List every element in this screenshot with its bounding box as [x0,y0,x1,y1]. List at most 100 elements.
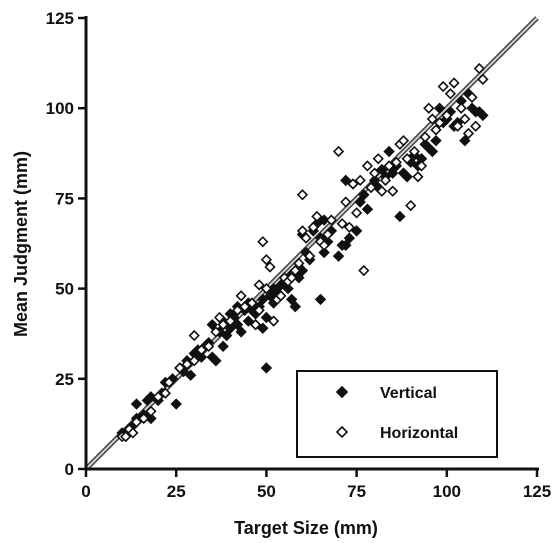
horizontal-point [235,290,247,302]
horizontal-point [379,174,392,186]
horizontal-point [231,304,244,316]
vertical-point [350,225,363,237]
y-axis-title: Mean Judgment (mm) [11,151,31,337]
horizontal-point [473,62,485,75]
vertical-point [130,398,143,410]
y-tick-label: 0 [65,460,74,479]
horizontal-point [127,427,139,439]
horizontal-point [322,228,334,241]
horizontal-point [358,264,370,277]
y-tick-label: 25 [55,370,74,389]
vertical-point [195,351,208,363]
horizontal-point [246,297,258,309]
vertical-point [394,210,406,223]
horizontal-point [387,185,399,197]
vertical-point [340,239,352,252]
horizontal-point [203,340,215,352]
horizontal-point [188,355,200,367]
vertical-point [459,134,471,147]
vertical-point [170,398,182,410]
vertical-point [242,315,255,327]
vertical-point [354,196,366,208]
horizontal-point [217,319,229,331]
horizontal-point [376,185,388,197]
horizontal-point [174,362,186,374]
vertical-point [358,189,370,201]
horizontal-point [307,221,319,233]
vertical-point [401,171,413,183]
vertical-point [257,293,269,306]
horizontal-point [426,113,438,125]
vertical-point [221,329,233,342]
horizontal-point [369,167,381,179]
horizontal-point [296,225,309,237]
horizontal-point [361,160,374,172]
vertical-point [224,322,237,334]
horizontal-point [264,261,276,273]
vertical-point [318,246,330,259]
horizontal-point [415,160,428,172]
legend-marker-horizontal [335,425,349,439]
horizontal-point [130,416,143,428]
vertical-point [426,145,439,158]
horizontal-point [300,232,312,244]
horizontal-point [304,250,316,262]
horizontal-point [159,387,172,399]
horizontal-point [181,358,193,370]
legend-marker-vertical [335,385,349,399]
horizontal-point [477,73,489,85]
horizontal-point [267,315,280,327]
horizontal-point [405,199,417,212]
vertical-point [386,167,399,179]
horizontal-point [372,153,384,165]
horizontal-point [390,156,402,168]
y-tick-label: 125 [46,9,74,28]
horizontal-point [138,412,150,425]
vertical-point [314,293,327,306]
horizontal-point [433,117,446,129]
x-tick-label: 125 [523,482,551,501]
horizontal-point [296,189,309,201]
y-tick-label: 100 [46,99,74,118]
horizontal-point [350,207,363,219]
vertical-point [257,322,269,334]
horizontal-point [286,272,298,284]
x-tick-label: 100 [433,482,461,501]
legend-box [296,370,498,458]
horizontal-point [451,120,464,132]
horizontal-point [448,77,460,89]
vertical-point [184,369,197,381]
x-tick-label: 0 [81,482,90,501]
y-tick-label: 75 [55,189,74,208]
vertical-point [210,355,222,367]
x-tick-label: 75 [347,482,366,501]
horizontal-point [224,315,236,327]
vertical-point [368,174,381,187]
horizontal-point [423,102,435,114]
horizontal-point [260,282,273,295]
horizontal-point [347,178,359,190]
horizontal-point [343,221,356,233]
horizontal-point [145,405,157,417]
legend: Vertical Horizontal [296,370,498,458]
x-tick-label: 25 [167,482,186,501]
horizontal-point [289,264,301,277]
vertical-point [340,174,352,187]
horizontal-point [332,145,345,158]
horizontal-point [336,218,348,230]
horizontal-point [253,304,265,316]
horizontal-point [441,109,453,122]
horizontal-point [275,290,287,302]
vertical-point [343,232,356,244]
horizontal-point [466,91,478,104]
vertical-point [206,318,218,331]
horizontal-point [455,102,467,114]
horizontal-point [397,135,410,147]
horizontal-point [444,88,457,100]
horizontal-point [120,430,132,443]
vertical-point [235,326,247,338]
legend-label-vertical: Vertical [380,385,437,402]
horizontal-point [430,124,442,136]
horizontal-point [318,239,330,251]
